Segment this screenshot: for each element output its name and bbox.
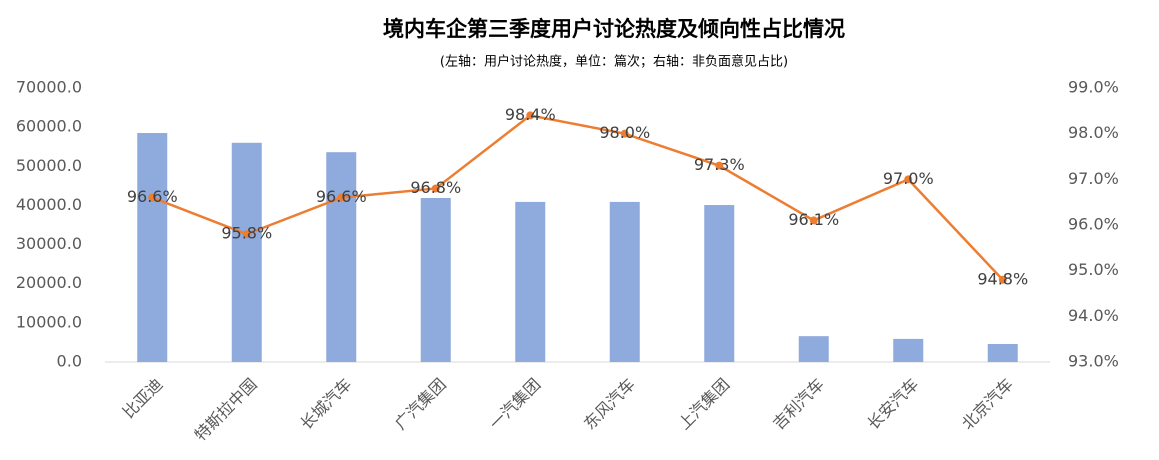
y-tick-label: 20000.0 <box>16 273 82 292</box>
point <box>242 230 251 239</box>
point <box>337 193 346 202</box>
x-tick-label: 一汽集团 <box>486 375 545 434</box>
value-label: 97.3% <box>694 155 745 174</box>
x-tick-label: 长安汽车 <box>864 375 923 434</box>
y2-tick-label: 96.0% <box>1068 215 1119 234</box>
y2-tick-label: 97.0% <box>1068 169 1119 188</box>
value-label: 96.8% <box>410 178 461 197</box>
y2-tick-label: 95.0% <box>1068 260 1119 279</box>
y-tick-label: 60000.0 <box>16 117 82 136</box>
x-tick-label: 比亚迪 <box>119 375 166 422</box>
y-tick-label: 70000.0 <box>16 78 82 97</box>
point <box>526 111 535 120</box>
value-label: 96.6% <box>127 187 178 206</box>
bar <box>137 133 168 362</box>
x-tick-label: 北京汽车 <box>958 375 1017 434</box>
value-label: 94.8% <box>977 269 1028 288</box>
y2-tick-label: 99.0% <box>1068 78 1119 97</box>
x-tick-label: 吉利汽车 <box>769 375 828 434</box>
chart-subtitle: (左轴：用户讨论热度，单位：篇次；右轴：非负面意见占比) <box>440 54 788 70</box>
point <box>809 216 818 225</box>
x-tick-label: 上汽集团 <box>675 375 734 434</box>
point <box>904 175 913 184</box>
point <box>431 184 440 193</box>
y-tick-label: 40000.0 <box>16 195 82 214</box>
bar <box>326 152 357 362</box>
bar <box>893 338 924 362</box>
x-tick-label: 长城汽车 <box>297 375 356 434</box>
bar <box>704 205 735 362</box>
x-tick-label: 特斯拉中国 <box>191 375 261 445</box>
y2-tick-label: 98.0% <box>1068 123 1119 142</box>
line <box>151 114 1004 281</box>
y2-tick-label: 94.0% <box>1068 306 1119 325</box>
point <box>715 161 724 170</box>
value-label: 96.1% <box>788 210 839 229</box>
value-label: 97.0% <box>883 169 934 188</box>
chart-title: 境内车企第三季度用户讨论热度及倾向性占比情况 <box>383 17 845 41</box>
value-label: 95.8% <box>221 224 272 243</box>
y-tick-label: 0.0 <box>57 352 82 371</box>
x-tick-label: 广汽集团 <box>391 375 450 434</box>
point <box>148 193 157 202</box>
point <box>998 275 1007 284</box>
bar <box>798 336 829 362</box>
y-tick-label: 50000.0 <box>16 156 82 175</box>
bar <box>231 142 262 362</box>
value-label: 96.6% <box>316 187 367 206</box>
bar <box>609 201 640 362</box>
bar <box>515 201 546 362</box>
bar <box>420 197 451 362</box>
y-tick-label: 10000.0 <box>16 312 82 331</box>
y2-tick-label: 93.0% <box>1068 352 1119 371</box>
value-label: 98.4% <box>505 105 556 124</box>
x-tick-label: 东风汽车 <box>580 375 639 434</box>
y-tick-label: 30000.0 <box>16 234 82 253</box>
point <box>620 129 629 138</box>
bar <box>987 343 1018 362</box>
value-label: 98.0% <box>599 123 650 142</box>
